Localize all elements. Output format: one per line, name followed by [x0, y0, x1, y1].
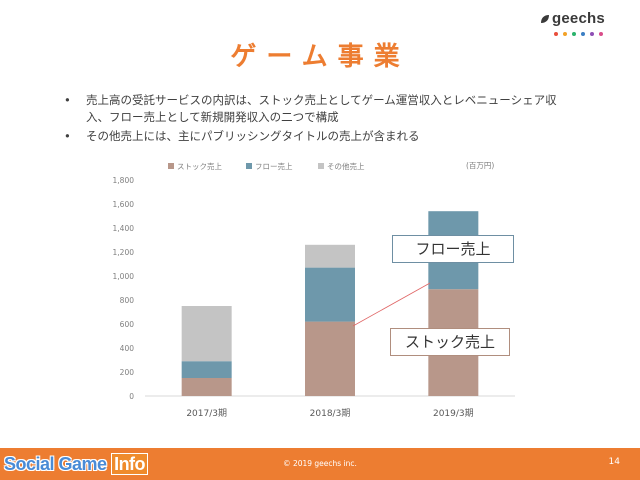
social-game-info-watermark: Social Game Info [4, 454, 148, 475]
stock-callout-leader-line [353, 283, 430, 326]
flow-sales-callout: フロー売上 [392, 235, 514, 263]
watermark-text: Social Game [4, 454, 111, 474]
stock-sales-callout: ストック売上 [390, 328, 510, 356]
page-number: 14 [609, 457, 620, 467]
watermark-info-box: Info [111, 453, 148, 475]
